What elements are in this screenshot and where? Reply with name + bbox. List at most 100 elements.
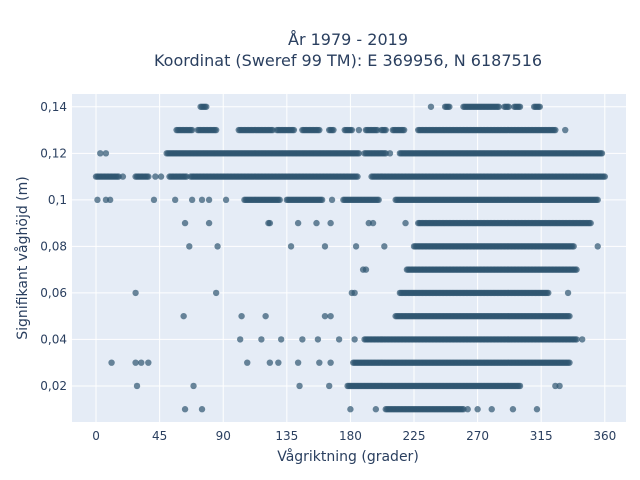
data-point: [327, 312, 334, 320]
data-point: [400, 126, 408, 134]
data-point: [351, 336, 358, 343]
data-point: [132, 289, 139, 297]
data-point: [108, 359, 115, 366]
data-point: [296, 382, 303, 390]
x-tick-label: 0: [92, 429, 100, 443]
data-point: [97, 150, 104, 157]
data-point: [464, 406, 471, 413]
data-point: [362, 266, 370, 273]
data-point: [330, 126, 337, 134]
data-point: [355, 150, 363, 157]
data-point: [318, 196, 326, 204]
data-point: [321, 312, 329, 320]
data-point: [354, 173, 361, 180]
data-point: [578, 336, 586, 343]
data-point: [198, 406, 206, 413]
data-point: [205, 196, 213, 204]
data-point: [355, 126, 363, 134]
x-gridlines: [95, 94, 606, 422]
data-point: [335, 336, 343, 343]
data-point: [277, 336, 285, 343]
data-point: [382, 126, 389, 134]
data-point: [132, 359, 139, 366]
data-point: [294, 359, 302, 366]
data-point: [258, 336, 265, 343]
data-point: [145, 359, 152, 366]
data-point: [427, 103, 435, 110]
data-point: [573, 336, 580, 343]
data-point: [321, 243, 329, 250]
chart-title-line-1: År 1979 - 2019: [288, 30, 408, 49]
data-point: [516, 382, 524, 390]
data-point: [266, 359, 274, 366]
x-tick-label: 225: [403, 429, 426, 443]
data-point: [316, 126, 323, 134]
data-point: [266, 219, 274, 227]
data-point: [488, 406, 495, 413]
data-point: [190, 382, 197, 390]
data-point: [587, 219, 594, 227]
data-point: [276, 196, 283, 204]
data-point: [102, 150, 110, 157]
data-point: [287, 243, 295, 250]
data-point: [244, 359, 251, 366]
data-point: [133, 382, 141, 390]
data-point: [505, 103, 512, 110]
data-point: [347, 406, 354, 413]
data-point: [556, 382, 563, 390]
x-tick-label: 360: [593, 429, 616, 443]
data-point: [594, 196, 601, 204]
data-point: [326, 382, 333, 390]
data-point: [106, 196, 114, 204]
data-point: [495, 103, 503, 110]
data-point: [294, 219, 302, 227]
data-point: [516, 103, 524, 110]
data-point: [570, 243, 577, 250]
x-tick-label: 45: [152, 429, 167, 443]
data-point: [562, 126, 569, 134]
data-point: [446, 103, 453, 110]
data-point: [566, 359, 573, 366]
data-point: [152, 173, 159, 180]
data-point: [552, 126, 559, 134]
x-tick-label: 90: [216, 429, 231, 443]
data-point: [290, 126, 298, 134]
data-point: [186, 243, 193, 250]
data-point: [369, 219, 377, 227]
x-tick-label: 135: [275, 429, 298, 443]
x-tick-label: 270: [466, 429, 489, 443]
data-markers: [92, 103, 608, 413]
data-point: [594, 243, 601, 250]
x-axis-title: Vågriktning (grader): [277, 448, 419, 465]
data-point: [348, 126, 356, 134]
data-point: [316, 359, 323, 366]
y-tick-label: 0,1: [48, 193, 67, 207]
data-point: [180, 312, 187, 320]
data-point: [138, 359, 145, 366]
chart-title-line-2: Koordinat (Sweref 99 TM): E 369956, N 61…: [154, 51, 542, 70]
data-point: [313, 219, 320, 227]
data-point: [181, 406, 189, 413]
data-point: [381, 243, 388, 250]
data-point: [262, 312, 269, 320]
y-tick-label: 0,02: [40, 379, 67, 393]
y-tick-label: 0,06: [40, 286, 67, 300]
data-point: [327, 359, 334, 366]
data-point: [205, 219, 213, 227]
y-tick-label: 0,08: [40, 239, 67, 253]
data-point: [236, 336, 244, 343]
y-tick-label: 0,04: [40, 332, 67, 346]
data-point: [94, 196, 101, 204]
data-point: [119, 173, 127, 180]
data-point: [150, 196, 158, 204]
data-point: [402, 219, 409, 227]
y-tick-label: 0,14: [40, 100, 67, 114]
data-point: [171, 196, 179, 204]
y-tick-label: 0,12: [40, 146, 67, 160]
data-point: [181, 219, 189, 227]
data-point: [214, 243, 221, 250]
data-point: [222, 196, 230, 204]
data-point: [188, 196, 196, 204]
